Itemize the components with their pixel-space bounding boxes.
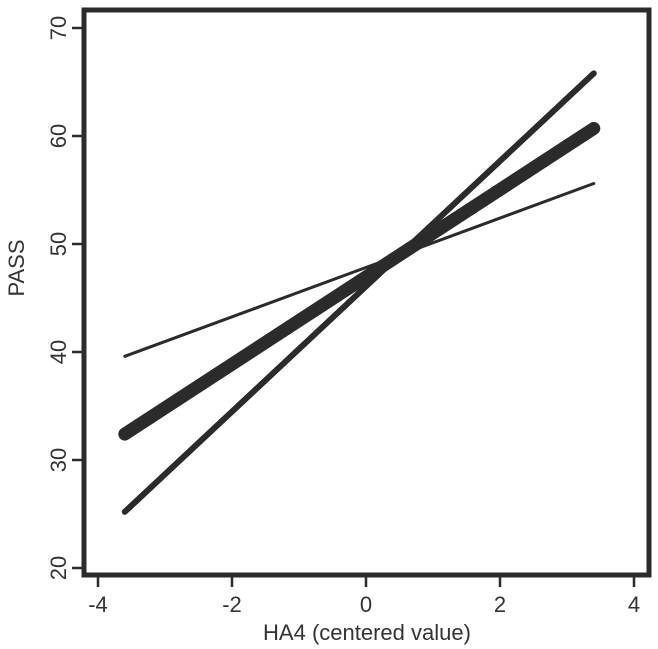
series-line-2 xyxy=(118,121,601,441)
y-tick-label: 70 xyxy=(46,16,71,40)
x-tick-label: -2 xyxy=(222,592,242,617)
x-tick-label: 2 xyxy=(494,592,506,617)
y-tick-label: 20 xyxy=(46,556,71,580)
y-tick-label: 30 xyxy=(46,448,71,472)
x-tick-label: 4 xyxy=(628,592,640,617)
series-group xyxy=(118,70,601,515)
x-tick-label: -4 xyxy=(88,592,108,617)
y-axis: 20 30 40 50 60 70 xyxy=(46,16,84,580)
y-tick-label: 40 xyxy=(46,340,71,364)
x-axis-label: HA4 (centered value) xyxy=(263,620,471,645)
y-axis-label: PASS xyxy=(4,239,29,296)
plot-frame xyxy=(81,7,652,578)
series-line-3 xyxy=(121,70,597,515)
y-tick-label: 60 xyxy=(46,124,71,148)
x-tick-label: 0 xyxy=(360,592,372,617)
y-tick-label: 50 xyxy=(46,232,71,256)
series-line-1 xyxy=(123,182,596,358)
x-axis: -4 -2 0 2 4 xyxy=(88,575,640,617)
